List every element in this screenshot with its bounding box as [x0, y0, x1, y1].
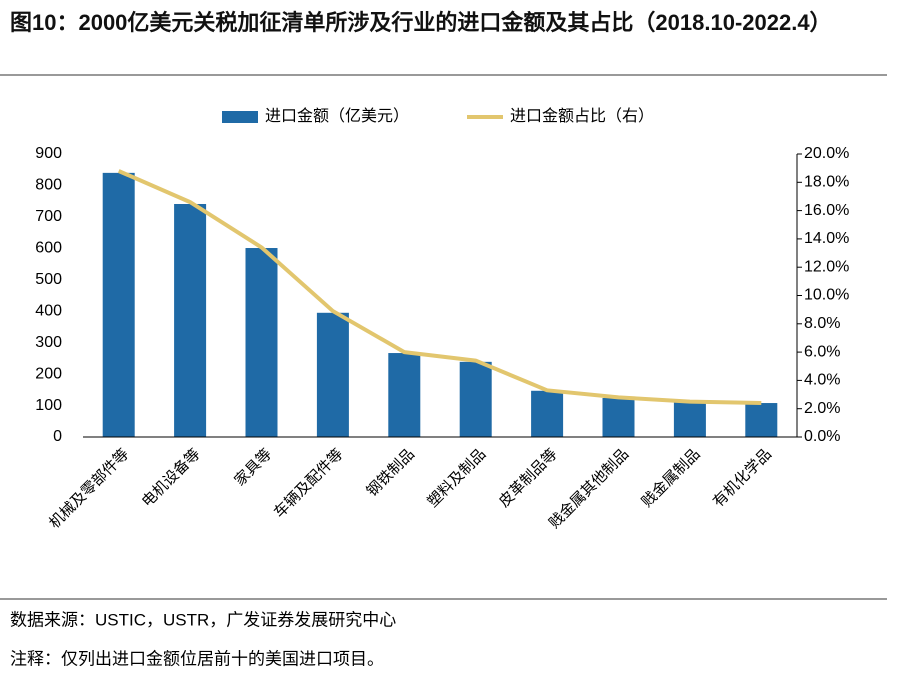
- bar: [245, 248, 278, 437]
- y-tick-label: 100: [35, 397, 62, 414]
- bar: [102, 172, 135, 437]
- bar: [459, 361, 492, 437]
- x-tick-label: 机械及零部件等: [45, 445, 132, 532]
- bar: [673, 402, 706, 437]
- x-tick-label: 家具等: [231, 445, 276, 490]
- x-tick-label: 皮革制品等: [495, 445, 561, 511]
- legend-label: 进口金额（亿美元）: [265, 107, 409, 125]
- x-tick-label: 电机设备等: [138, 445, 204, 511]
- y2-tick-label: 2.0%: [804, 400, 840, 417]
- bar: [531, 390, 564, 437]
- y2-tick-label: 20.0%: [804, 145, 849, 162]
- y-tick-label: 900: [35, 145, 62, 162]
- x-tick-label: 塑料及制品: [424, 446, 489, 511]
- x-tick-label: 车辆及配件等: [270, 445, 346, 521]
- y2-tick-label: 8.0%: [804, 315, 840, 332]
- note: 注释：仅列出进口金额位居前十的美国进口项目。: [10, 649, 384, 668]
- y-tick-label: 0: [53, 428, 62, 445]
- y-tick-label: 400: [35, 302, 62, 319]
- legend-label: 进口金额占比（右）: [510, 107, 654, 125]
- y2-tick-label: 4.0%: [804, 372, 840, 389]
- chart-title: 图10：2000亿美元关税加征清单所涉及行业的进口金额及其占比（2018.10-…: [10, 10, 832, 35]
- source: 数据来源：USTIC，USTR，广发证券发展研究中心: [10, 610, 396, 629]
- y-tick-label: 500: [35, 271, 62, 288]
- x-tick-label: 贱金属制品: [638, 446, 703, 511]
- bar: [602, 398, 635, 437]
- y-tick-label: 800: [35, 177, 62, 194]
- y-tick-label: 300: [35, 334, 62, 351]
- y-tick-label: 700: [35, 208, 62, 225]
- y2-tick-label: 12.0%: [804, 258, 849, 275]
- bar: [174, 203, 207, 437]
- bar: [316, 312, 349, 437]
- y2-tick-label: 6.0%: [804, 343, 840, 360]
- bar: [388, 353, 421, 437]
- y2-tick-label: 10.0%: [804, 287, 849, 304]
- y-tick-label: 200: [35, 365, 62, 382]
- bar: [745, 403, 778, 437]
- legend-swatch: [222, 111, 258, 123]
- y2-tick-label: 0.0%: [804, 428, 840, 445]
- y-tick-label: 600: [35, 240, 62, 257]
- x-tick-label: 有机化学品: [710, 446, 775, 511]
- y2-tick-label: 16.0%: [804, 202, 849, 219]
- y2-tick-label: 18.0%: [804, 174, 849, 191]
- x-tick-label: 钢铁制品: [363, 446, 417, 500]
- line: [117, 169, 762, 406]
- y2-tick-label: 14.0%: [804, 230, 849, 247]
